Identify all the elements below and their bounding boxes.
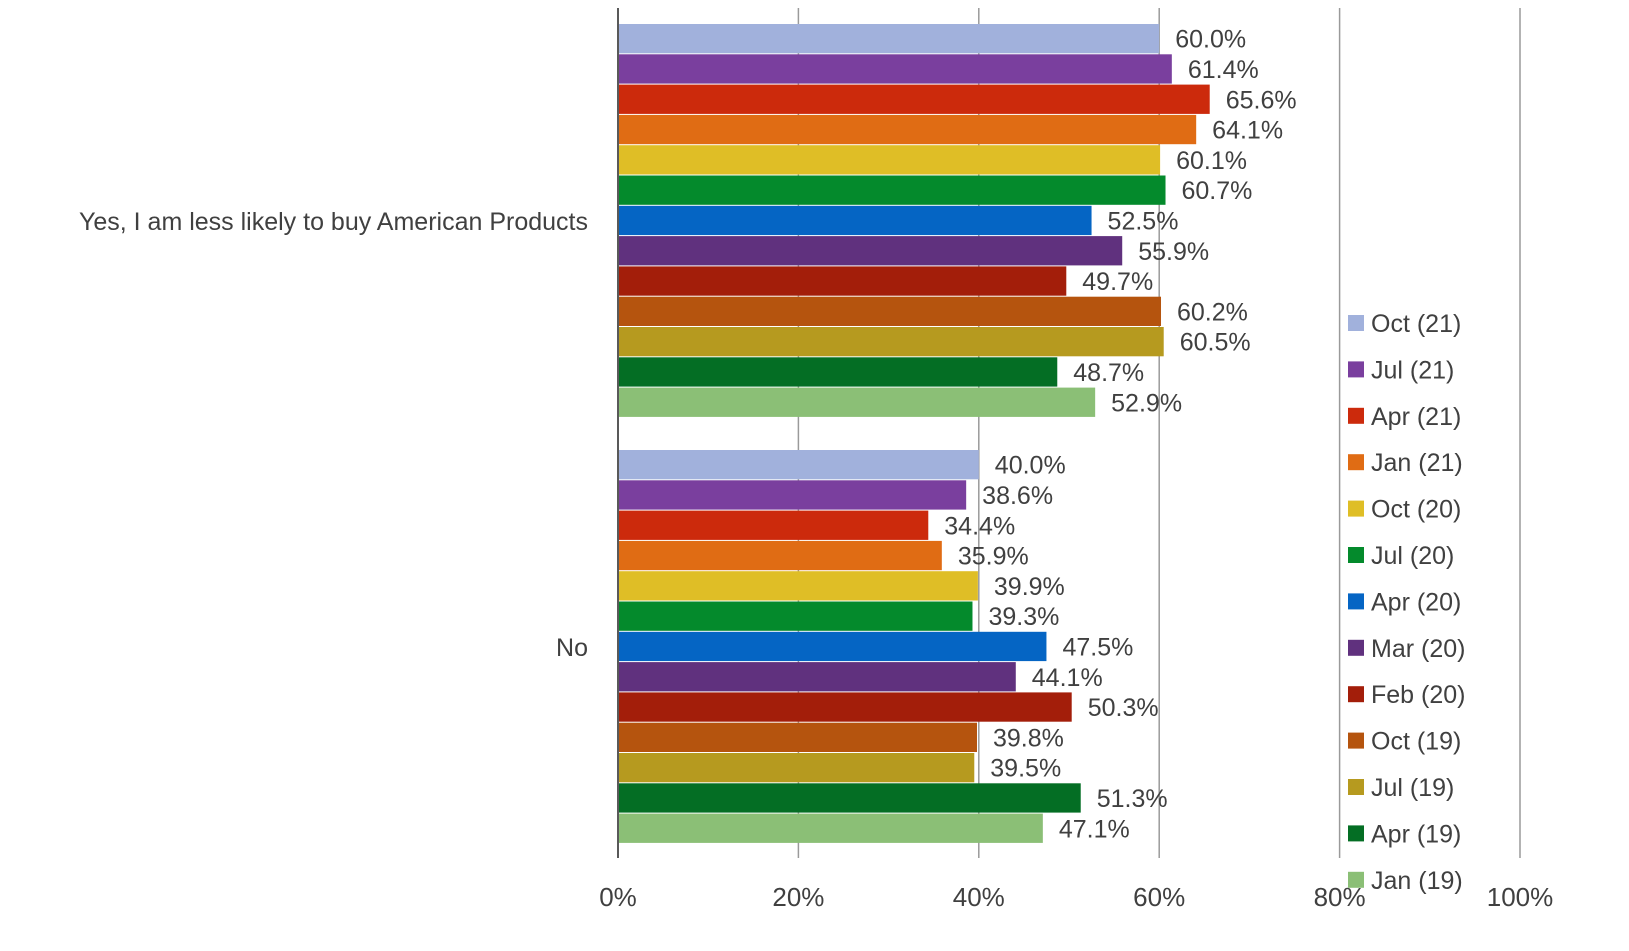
bar xyxy=(618,813,1043,843)
data-label: 65.6% xyxy=(1226,86,1297,114)
bar xyxy=(618,722,977,752)
legend-label: Oct (20) xyxy=(1371,496,1461,524)
bar xyxy=(618,783,1081,813)
bar xyxy=(618,480,967,510)
legend-swatch xyxy=(1348,639,1364,656)
legend-swatch xyxy=(1348,732,1364,749)
bar xyxy=(618,205,1092,236)
legend-swatch xyxy=(1348,593,1364,610)
bar xyxy=(618,175,1166,205)
data-label: 39.5% xyxy=(990,755,1061,783)
bar xyxy=(618,145,1161,175)
legend-label: Apr (20) xyxy=(1371,588,1461,616)
bar xyxy=(618,450,979,480)
data-label: 51.3% xyxy=(1097,785,1168,813)
legend-label: Oct (19) xyxy=(1371,728,1461,756)
bar xyxy=(618,601,973,631)
legend-swatch xyxy=(1348,500,1364,517)
data-label: 47.5% xyxy=(1062,633,1133,661)
bar xyxy=(618,662,1016,692)
bar xyxy=(618,266,1067,296)
x-tick-label: 100% xyxy=(1487,882,1554,912)
bar xyxy=(618,24,1160,54)
legend-label: Jan (21) xyxy=(1371,449,1463,477)
data-label: 48.7% xyxy=(1073,359,1144,387)
bar xyxy=(618,357,1058,387)
bar xyxy=(618,571,978,601)
legend-swatch xyxy=(1348,315,1364,331)
bar xyxy=(618,296,1162,326)
legend-swatch xyxy=(1348,547,1364,563)
bar xyxy=(618,54,1172,84)
data-label: 38.6% xyxy=(982,482,1053,510)
legend-swatch xyxy=(1348,825,1364,842)
x-tick-label: 40% xyxy=(953,882,1005,912)
bar xyxy=(618,84,1210,114)
data-label: 64.1% xyxy=(1212,117,1283,145)
bar xyxy=(618,114,1197,145)
legend-label: Apr (21) xyxy=(1371,403,1461,431)
data-label: 52.5% xyxy=(1108,207,1179,235)
x-tick-label: 20% xyxy=(772,882,824,912)
legend-label: Apr (19) xyxy=(1371,820,1461,848)
bar xyxy=(618,540,942,571)
data-label: 39.9% xyxy=(994,573,1065,601)
data-label: 61.4% xyxy=(1188,56,1259,84)
data-label: 60.1% xyxy=(1176,147,1247,175)
data-label: 60.5% xyxy=(1180,329,1251,357)
legend-label: Jan (19) xyxy=(1371,867,1463,895)
data-label: 44.1% xyxy=(1032,664,1103,692)
legend-label: Mar (20) xyxy=(1371,635,1465,663)
data-label: 35.9% xyxy=(958,543,1029,571)
legend-swatch xyxy=(1348,407,1364,424)
bar xyxy=(618,510,929,540)
data-label: 55.9% xyxy=(1138,238,1209,266)
x-tick-label: 0% xyxy=(599,882,637,912)
x-tick-label: 60% xyxy=(1133,882,1185,912)
data-label: 47.1% xyxy=(1059,815,1130,843)
category-label: Yes, I am less likely to buy American Pr… xyxy=(79,208,588,236)
data-label: 34.4% xyxy=(944,512,1015,540)
bar xyxy=(618,236,1123,266)
legend-swatch xyxy=(1348,454,1364,471)
data-label: 39.8% xyxy=(993,724,1064,752)
legend-label: Oct (21) xyxy=(1371,310,1461,338)
legend-swatch xyxy=(1348,871,1364,888)
data-label: 49.7% xyxy=(1082,268,1153,296)
legend-label: Feb (20) xyxy=(1371,681,1465,709)
category-label: No xyxy=(556,634,588,662)
legend-label: Jul (19) xyxy=(1371,774,1454,802)
legend-swatch xyxy=(1348,686,1364,703)
legend-label: Jul (20) xyxy=(1371,542,1454,570)
bar xyxy=(618,327,1164,357)
data-label: 39.3% xyxy=(988,603,1059,631)
data-label: 40.0% xyxy=(995,452,1066,480)
data-label: 52.9% xyxy=(1111,389,1182,417)
data-label: 60.7% xyxy=(1182,177,1253,205)
legend-label: Jul (21) xyxy=(1371,356,1454,384)
legend-swatch xyxy=(1348,779,1364,795)
legend-swatch xyxy=(1348,361,1364,378)
data-label: 60.2% xyxy=(1177,298,1248,326)
bar xyxy=(618,631,1047,662)
data-label: 60.0% xyxy=(1175,26,1246,54)
data-label: 50.3% xyxy=(1088,694,1159,722)
bar xyxy=(618,387,1096,417)
bar xyxy=(618,692,1072,722)
bar xyxy=(618,753,975,783)
